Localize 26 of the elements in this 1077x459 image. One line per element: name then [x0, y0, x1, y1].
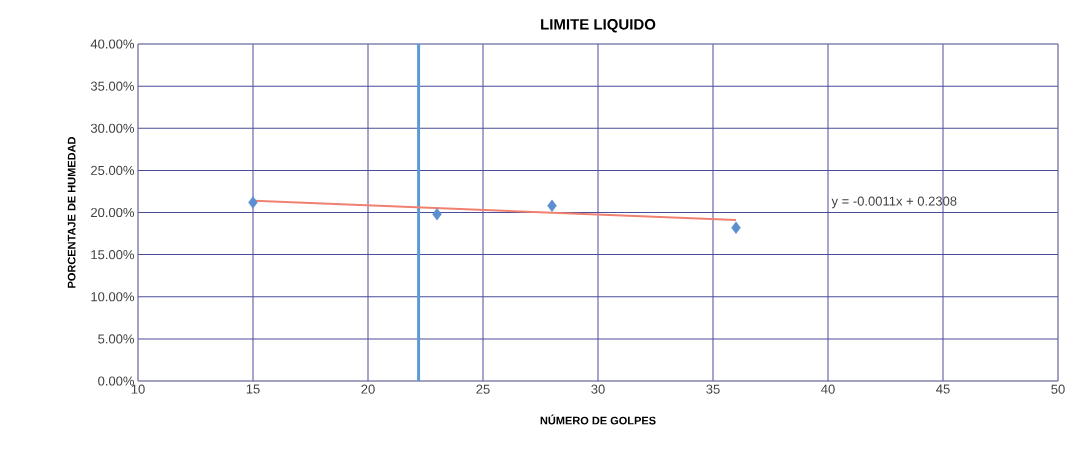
point	[248, 196, 258, 209]
x-tick-label: 10	[131, 384, 145, 394]
point	[432, 207, 442, 221]
x-tick-label: 15	[246, 384, 260, 394]
x-tick-label: 25	[476, 384, 490, 394]
y-tick-label: 25.00%	[91, 165, 135, 175]
x-tick-label: 20	[361, 384, 375, 394]
y-tick-label: 15.00%	[91, 250, 135, 260]
annotation: y = -0.0011x + 0.2308	[831, 196, 957, 209]
chart-title: LIMITE LIQUIDO	[541, 19, 656, 33]
x-tick-label: 35	[706, 384, 720, 394]
y-tick-label: 20.00%	[91, 207, 135, 218]
y-tick-label: 5.00%	[98, 334, 135, 344]
x-tick-label: 50	[1051, 384, 1065, 394]
x-tick-label: 30	[591, 384, 605, 394]
point	[547, 199, 557, 212]
x-tick-label: 40	[821, 384, 835, 394]
y-tick-label: 35.00%	[90, 81, 135, 91]
point	[731, 221, 741, 234]
y-axis-title: PORCENTAJE DE HUMEDAD	[67, 137, 76, 288]
x-axis-title: NÚMERO DE GOLPES	[540, 414, 656, 425]
y-tick-label: 40.00%	[90, 39, 135, 49]
y-tick-label: 0.00%	[98, 376, 135, 386]
y-tick-label: 30.00%	[90, 123, 135, 133]
y-tick-label: 10.00%	[91, 292, 135, 302]
x-tick-label: 45	[936, 384, 950, 394]
